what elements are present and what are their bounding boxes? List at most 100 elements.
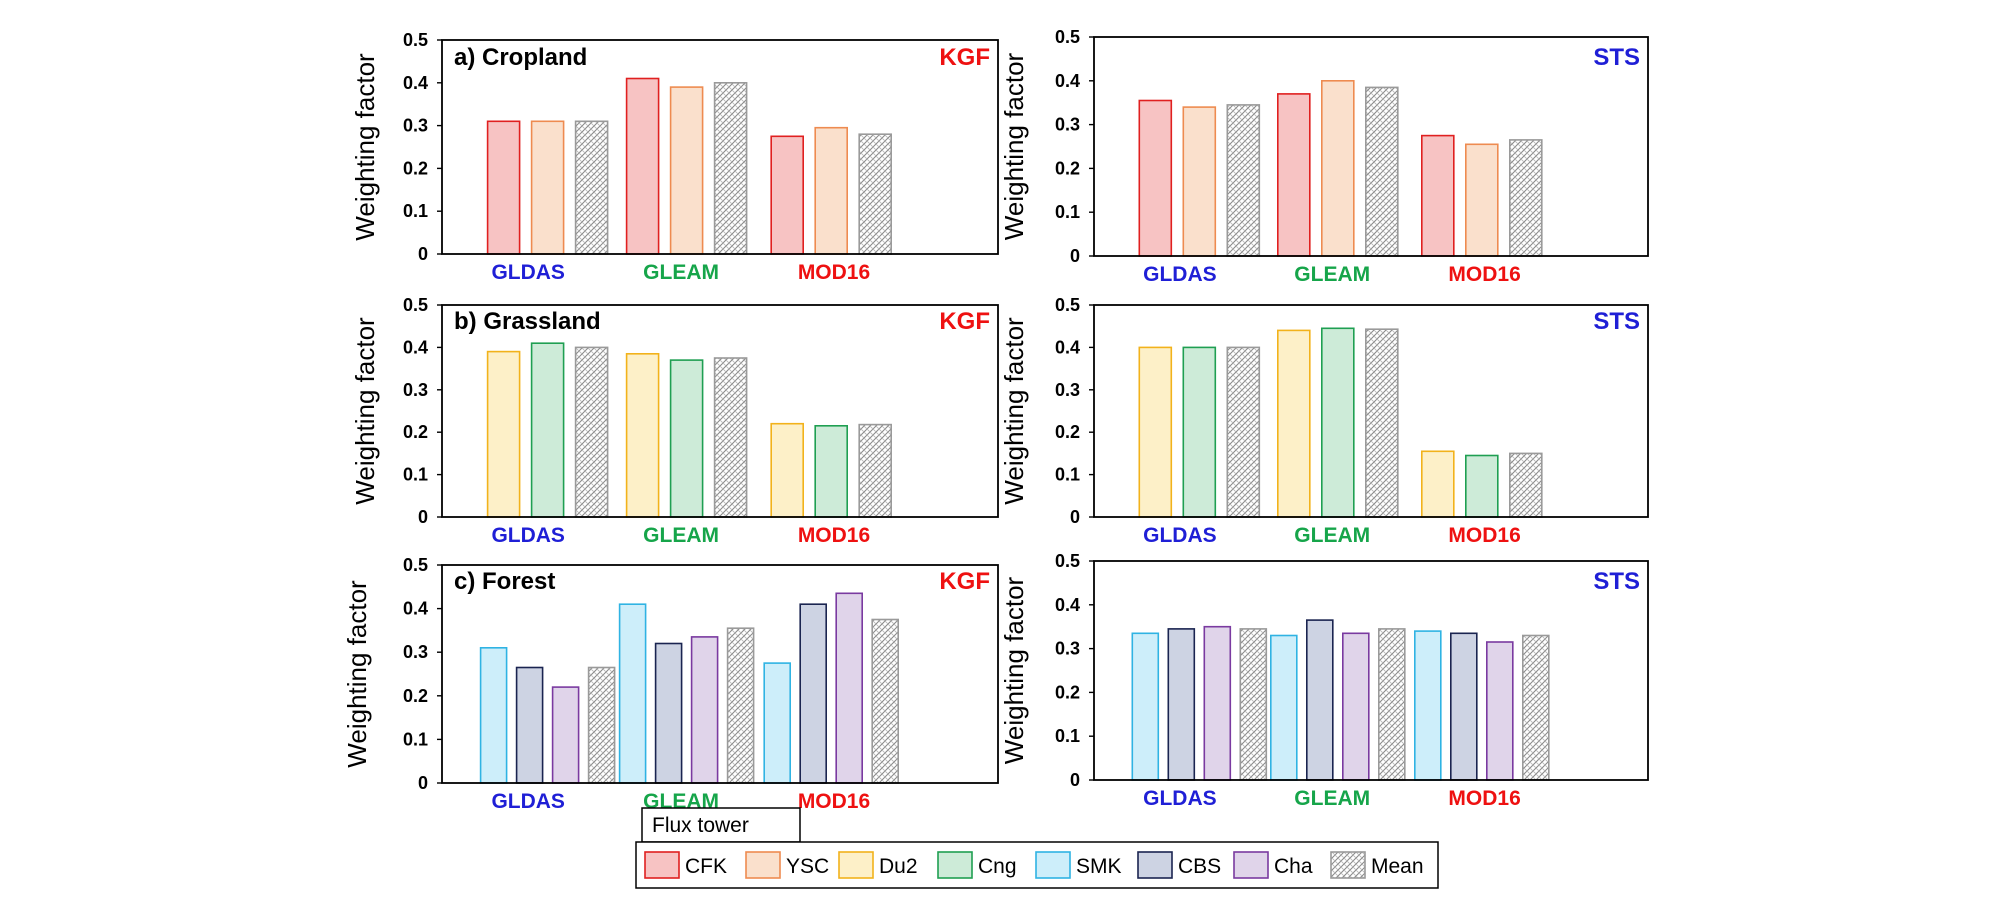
y-tick-label: 0.3 (403, 116, 428, 136)
bar-mean-gldas (587, 666, 616, 784)
bar-mean-mod16 (1509, 139, 1543, 257)
legend-label-cha: Cha (1274, 855, 1313, 878)
x-tick-label: GLDAS (491, 790, 565, 813)
bar-mean-gldas (1226, 104, 1261, 257)
bar-mean-mod16 (858, 133, 893, 255)
bar-mean-gleam (1378, 628, 1406, 781)
x-tick-label: GLDAS (491, 524, 565, 547)
bar-smk-gleam (618, 603, 647, 784)
y-tick-label: 0.1 (403, 201, 428, 221)
bar-cfk-gldas (486, 120, 521, 255)
bar-du2-gleam (1277, 329, 1311, 518)
plot-frame (1093, 304, 1649, 518)
x-tick-label: GLDAS (491, 261, 565, 284)
legend-label-cfk: CFK (685, 855, 727, 878)
plot-frame (441, 304, 999, 518)
y-tick-label: 0 (418, 507, 428, 527)
y-tick-label: 0 (1070, 770, 1080, 790)
x-tick-label: GLDAS (1143, 263, 1217, 286)
bar-mean-gleam (713, 82, 748, 255)
x-tick-label: MOD16 (1448, 787, 1520, 810)
bar-ysc-mod16 (1465, 143, 1499, 257)
bar-du2-mod16 (1421, 450, 1455, 518)
plot-frame (441, 39, 999, 255)
chart-panel: GLDAS GLEAM MOD1600.10.20.30.40.5Weighting… (999, 295, 1649, 547)
y-tick-label: 0.5 (1055, 295, 1080, 315)
legend-label-smk: SMK (1076, 855, 1122, 878)
bar-du2-gldas (486, 350, 521, 518)
bar-mean-gleam (1365, 86, 1399, 257)
bar-ysc-gleam (669, 86, 704, 255)
bar-ysc-gldas (530, 120, 565, 255)
y-tick-label: 0.1 (403, 465, 428, 485)
bar-mean-gleam (726, 627, 755, 784)
chart-panel: GLDAS GLEAM MOD1600.10.20.30.40.5Weighting… (999, 27, 1649, 286)
legend-title: Flux tower (652, 814, 749, 837)
y-tick-label: 0.3 (1055, 639, 1080, 659)
y-tick-label: 0.3 (1055, 115, 1080, 135)
bar-cbs-gldas (515, 666, 544, 784)
y-tick-label: 0 (1070, 507, 1080, 527)
y-tick-label: 0.2 (1055, 422, 1080, 442)
legend-label-ysc: YSC (786, 855, 829, 878)
panel-label: b) Grassland (454, 308, 601, 335)
bar-ysc-gldas (1182, 106, 1217, 257)
bar-mean-gldas (574, 120, 609, 255)
legend-swatch-cbs (1137, 851, 1173, 879)
legend-swatch-du2 (838, 851, 874, 879)
bar-cfk-gldas (1138, 99, 1173, 257)
bar-cfk-gleam (625, 77, 660, 255)
bar-cng-gleam (669, 359, 704, 518)
method-label: STS (1593, 44, 1640, 71)
chart-panel: GLDAS GLEAM MOD1600.10.20.30.40.5Weighting… (350, 295, 999, 547)
y-tick-label: 0.4 (1055, 71, 1080, 91)
x-tick-label: MOD16 (1448, 263, 1520, 286)
y-axis-label: Weighting factor (999, 576, 1029, 764)
bar-mean-gldas (574, 346, 609, 518)
bar-cng-mod16 (814, 424, 849, 518)
y-tick-label: 0.5 (403, 555, 428, 575)
panel-label: a) Cropland (454, 44, 587, 71)
y-tick-label: 0.3 (1055, 380, 1080, 400)
x-tick-label: MOD16 (798, 790, 870, 813)
y-tick-label: 0 (418, 244, 428, 264)
chart-panel: GLDAS GLEAM MOD1600.10.20.30.40.5Weighting… (342, 555, 999, 813)
chart-panels: GLDAS GLEAM MOD16 0 0.1 0.2 0.3 0.4 0.5 Weighting… (342, 27, 1649, 813)
y-tick-label: 0 (1070, 246, 1080, 266)
y-tick-label: 0.4 (403, 337, 428, 357)
y-tick-label: 0.2 (403, 158, 428, 178)
bar-cha-mod16 (835, 592, 864, 784)
y-tick-label: 0.1 (1055, 726, 1080, 746)
legend-swatch-cfk (644, 851, 680, 879)
y-tick-label: 0.1 (1055, 465, 1080, 485)
bar-cbs-mod16 (1450, 632, 1478, 781)
y-axis-label: Weighting factor (999, 317, 1029, 505)
bar-smk-gleam (1270, 634, 1298, 781)
plot-frame (1093, 560, 1649, 781)
x-tick-label: GLEAM (643, 261, 719, 284)
bar-mean-mod16 (1522, 634, 1550, 781)
bar-mean-gleam (713, 357, 748, 518)
x-tick-label: GLEAM (1294, 263, 1370, 286)
bar-cbs-gleam (654, 642, 683, 784)
bar-cng-gldas (530, 342, 565, 518)
chart-panel: GLDAS GLEAM MOD1600.10.20.30.40.5Weighting… (999, 551, 1649, 810)
bar-mean-mod16 (1509, 452, 1543, 518)
bar-cfk-mod16 (770, 135, 805, 255)
method-label: KGF (939, 568, 990, 595)
y-axis-label: Weighting factor (999, 52, 1029, 240)
y-tick-label: 0.4 (403, 73, 428, 93)
legend: Flux tower CFK YSC Du2 Cng SMK CBS Cha Mean (635, 807, 1439, 889)
bar-cha-mod16 (1486, 641, 1514, 781)
x-tick-label: GLDAS (1143, 524, 1217, 547)
x-tick-label: MOD16 (798, 261, 870, 284)
legend-label-du2: Du2 (879, 855, 918, 878)
bar-du2-gleam (625, 352, 660, 518)
y-tick-label: 0.4 (403, 599, 428, 619)
y-tick-label: 0.1 (1055, 202, 1080, 222)
y-axis-label: Weighting factor (342, 580, 372, 768)
legend-swatch-cng (937, 851, 973, 879)
x-tick-label: GLDAS (1143, 787, 1217, 810)
method-label: STS (1593, 568, 1640, 595)
